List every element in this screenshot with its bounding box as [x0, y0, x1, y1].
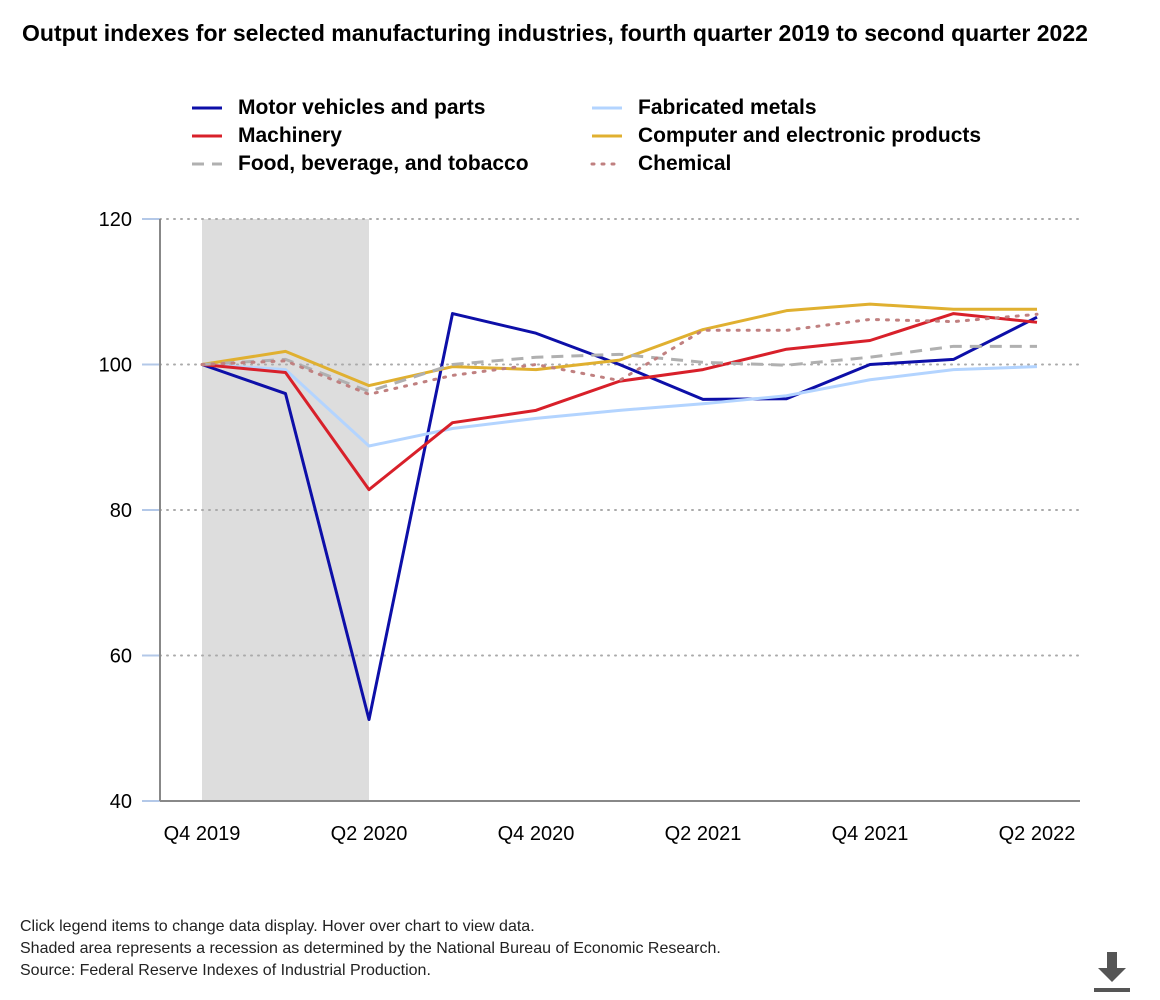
y-tick-label: 40	[110, 791, 132, 813]
y-tick-label: 60	[110, 646, 132, 668]
series-line	[201, 363, 1038, 448]
x-tick-label: Q2 2022	[999, 823, 1076, 845]
legend-item[interactable]: Food, beverage, and tobacco	[190, 150, 590, 178]
series-line	[201, 344, 1037, 393]
legend-label: Machinery	[238, 124, 342, 147]
y-tick-label: 100	[99, 355, 132, 377]
x-tick-label: Q2 2021	[665, 823, 742, 845]
legend: Motor vehicles and parts Fabricated metal…	[190, 94, 1030, 178]
legend-swatch	[192, 162, 222, 166]
legend-swatch	[592, 106, 622, 110]
chart-title: Output indexes for selected manufacturin…	[22, 20, 1088, 46]
y-tick-label: 120	[99, 209, 132, 231]
chart-notes: Click legend items to change data displa…	[20, 916, 721, 982]
x-tick-label: Q2 2020	[331, 823, 408, 845]
series-line	[201, 312, 1038, 722]
legend-label: Chemical	[638, 152, 732, 175]
y-tick-label: 80	[110, 500, 132, 522]
legend-item[interactable]: Computer and electronic products	[590, 122, 1030, 150]
series-line	[200, 312, 1039, 396]
legend-item[interactable]: Motor vehicles and parts	[190, 94, 590, 122]
legend-item[interactable]: Fabricated metals	[590, 94, 1030, 122]
legend-label: Fabricated metals	[638, 96, 817, 119]
download-button[interactable]	[1092, 950, 1132, 994]
legend-label: Motor vehicles and parts	[238, 96, 486, 119]
legend-label: Computer and electronic products	[638, 124, 982, 147]
x-tick-label: Q4 2019	[164, 823, 241, 845]
line-chart[interactable]: 40 60 80 100 120 Q4 2019 Q2 2020 Q4 2020 Q2 2021…	[0, 0, 1160, 860]
note-source: Source: Federal Reserve Indexes of Indus…	[20, 962, 431, 979]
legend-label: Food, beverage, and tobacco	[238, 152, 529, 175]
legend-swatch	[192, 106, 222, 110]
note-interaction: Click legend items to change data displa…	[20, 918, 535, 935]
legend-item[interactable]: Chemical	[590, 150, 1030, 178]
x-tick-label: Q4 2021	[832, 823, 909, 845]
legend-swatch	[592, 134, 622, 138]
series-line	[201, 302, 1037, 388]
download-icon	[1094, 952, 1130, 992]
note-recession: Shaded area represents a recession as de…	[20, 940, 721, 957]
legend-item[interactable]: Machinery	[190, 122, 590, 150]
series-line	[201, 312, 1038, 492]
legend-swatch	[192, 134, 222, 138]
x-tick-label: Q4 2020	[498, 823, 575, 845]
